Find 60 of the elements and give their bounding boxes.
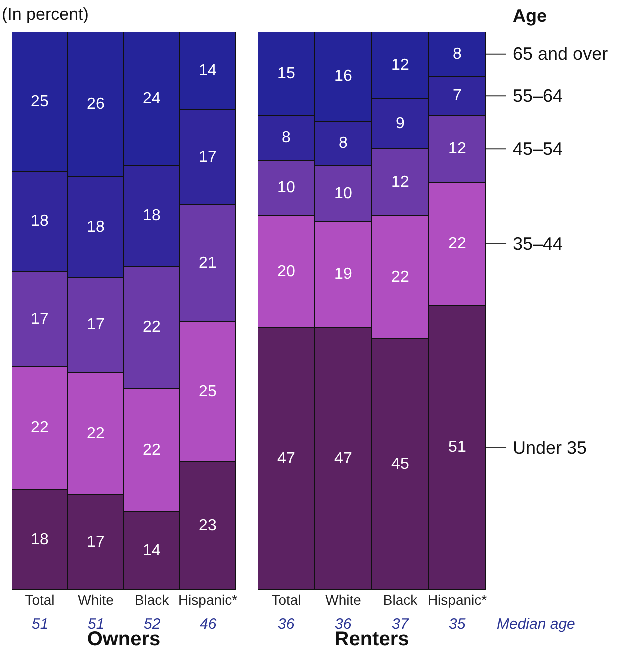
x-tick-label: Hispanic* xyxy=(178,592,238,608)
data-label: 16 xyxy=(334,68,352,86)
series-label: 65 and over xyxy=(513,44,608,64)
data-label: 12 xyxy=(392,174,410,192)
x-tick-label: Black xyxy=(134,592,170,608)
data-label: 24 xyxy=(143,90,161,108)
data-label: 22 xyxy=(143,319,161,336)
data-label: 17 xyxy=(87,316,105,334)
x-tick-label: White xyxy=(78,592,114,608)
data-label: 19 xyxy=(334,266,352,284)
data-label: 25 xyxy=(31,93,49,110)
data-label: 9 xyxy=(396,116,405,133)
text: 46 xyxy=(200,616,218,633)
series-label: 55–64 xyxy=(513,86,564,106)
y-axis-title: (In percent) xyxy=(2,5,89,24)
data-label: 26 xyxy=(87,96,105,114)
data-label: 18 xyxy=(31,531,49,548)
data-label: 51 xyxy=(448,439,466,456)
text: 51 xyxy=(32,616,49,633)
data-label: 22 xyxy=(392,269,410,286)
data-label: 18 xyxy=(31,213,49,230)
series-label: 45–54 xyxy=(513,139,564,159)
data-label: 8 xyxy=(453,46,462,63)
text: 36 xyxy=(278,616,296,633)
data-label: 17 xyxy=(87,534,105,552)
data-label: 20 xyxy=(278,263,296,280)
data-label: 7 xyxy=(453,88,462,105)
data-label: 15 xyxy=(278,65,296,82)
x-tick-label: White xyxy=(326,592,362,608)
data-label: 12 xyxy=(448,140,466,158)
x-tick-label: Total xyxy=(25,592,55,608)
text: 35 xyxy=(449,616,466,633)
series-label: 35–44 xyxy=(513,234,564,254)
data-label: 17 xyxy=(199,149,217,166)
data-label: 14 xyxy=(199,62,217,80)
data-label: 25 xyxy=(199,383,217,400)
x-tick-label: Total xyxy=(272,592,302,608)
data-label: 22 xyxy=(143,442,161,459)
data-label: 17 xyxy=(31,310,49,328)
data-label: 14 xyxy=(143,542,161,560)
data-label: 45 xyxy=(392,456,410,473)
data-label: 47 xyxy=(278,450,296,468)
series-label: Under 35 xyxy=(513,438,588,458)
data-label: 22 xyxy=(448,236,466,253)
data-label: 47 xyxy=(334,450,352,468)
legend-title: Age xyxy=(513,6,548,26)
data-label: 22 xyxy=(31,420,49,437)
x-tick-label: Hispanic* xyxy=(428,592,488,608)
data-label: 10 xyxy=(278,180,296,197)
data-label: 18 xyxy=(87,218,105,236)
data-label: 21 xyxy=(199,255,217,272)
data-label: 23 xyxy=(199,517,217,534)
data-label: 8 xyxy=(282,130,291,147)
data-label: 8 xyxy=(339,135,348,152)
data-label: 22 xyxy=(87,425,105,442)
data-label: 18 xyxy=(143,208,161,225)
text: Median age xyxy=(497,616,576,633)
data-label: 12 xyxy=(392,56,410,74)
data-label: 10 xyxy=(334,185,352,202)
x-tick-label: Black xyxy=(383,592,419,608)
